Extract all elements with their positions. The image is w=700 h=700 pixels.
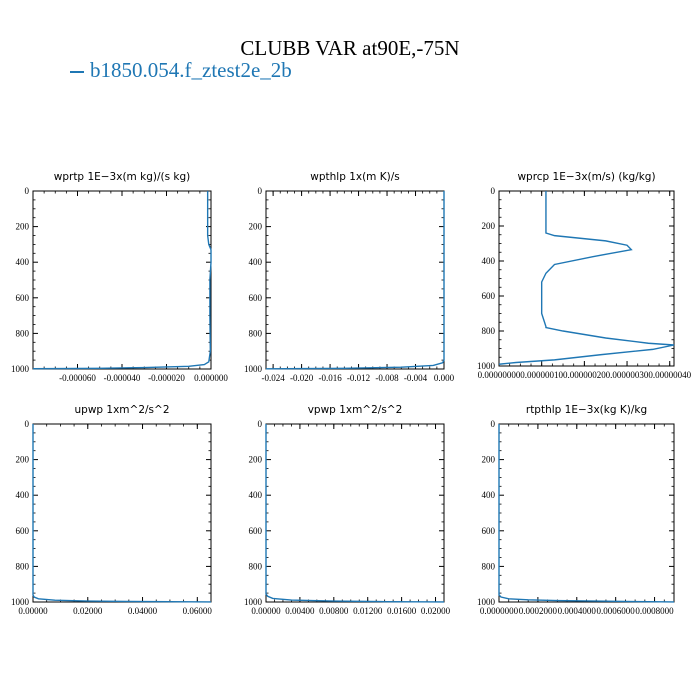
- y-tick-label: 0: [25, 186, 30, 196]
- y-tick-label: 800: [482, 561, 496, 571]
- x-tick-label: 0.0008000: [635, 606, 674, 616]
- legend-line-swatch: [70, 71, 84, 74]
- y-tick-label: 400: [16, 490, 30, 500]
- y-tick-label: 800: [249, 328, 263, 338]
- y-tick-label: 1000: [477, 361, 496, 371]
- series-line: [32, 424, 212, 603]
- plot-frame: [32, 423, 212, 603]
- x-tick-label: 0.00000000: [478, 370, 521, 380]
- y-tick-label: 800: [482, 326, 496, 336]
- x-tick-label: 0.00000010: [520, 370, 563, 380]
- plot-title: vpwp 1xm^2/s^2: [308, 404, 403, 416]
- x-tick-label: 0.06000: [183, 606, 213, 616]
- x-tick-label: 0.0006000: [597, 606, 636, 616]
- y-tick-label: 200: [249, 222, 263, 232]
- x-tick-label: 0.02000: [73, 606, 103, 616]
- series-line: [498, 424, 675, 603]
- y-tick-label: 800: [249, 561, 263, 571]
- y-tick-label: 0: [491, 419, 496, 429]
- y-tick-label: 400: [482, 256, 496, 266]
- x-tick-label: -0.012: [347, 373, 370, 383]
- x-tick-label: -0.008: [375, 373, 399, 383]
- x-tick-label: 0.0000000: [480, 606, 519, 616]
- y-tick-label: 400: [16, 257, 30, 267]
- y-tick-label: 1000: [244, 597, 263, 607]
- x-tick-label: 0.01200: [353, 606, 383, 616]
- plot-title: wprtp 1E−3x(m kg)/(s kg): [54, 171, 191, 183]
- plot-frame: [32, 190, 212, 370]
- y-tick-label: 600: [482, 526, 496, 536]
- y-tick-label: 200: [249, 455, 263, 465]
- y-tick-label: 200: [482, 455, 496, 465]
- y-tick-label: 600: [482, 291, 496, 301]
- y-tick-label: 1000: [244, 364, 263, 374]
- plot-title: wprcp 1E−3x(m/s) (kg/kg): [517, 171, 655, 183]
- x-tick-label: -0.004: [404, 373, 428, 383]
- y-tick-label: 200: [16, 455, 30, 465]
- x-tick-label: 0.00400: [285, 606, 315, 616]
- y-tick-label: 0: [258, 186, 263, 196]
- x-tick-label: 0.00000040: [648, 370, 691, 380]
- x-tick-label: 0.000: [434, 373, 455, 383]
- x-tick-label: -0.000040: [104, 373, 141, 383]
- y-tick-label: 1000: [477, 597, 496, 607]
- x-tick-label: 0.00000030: [606, 370, 649, 380]
- y-tick-label: 800: [16, 328, 30, 338]
- y-tick-label: 200: [16, 222, 30, 232]
- y-tick-label: 800: [16, 561, 30, 571]
- y-tick-label: 0: [25, 419, 30, 429]
- y-tick-label: 400: [249, 257, 263, 267]
- x-tick-label: -0.024: [261, 373, 285, 383]
- series-line: [32, 191, 212, 370]
- plot-frame: [265, 423, 445, 603]
- y-tick-label: 600: [16, 293, 30, 303]
- series-line: [265, 424, 445, 603]
- y-tick-label: 1000: [11, 364, 30, 374]
- x-tick-label: -0.000060: [59, 373, 96, 383]
- x-tick-label: 0.00000: [251, 606, 281, 616]
- page-title: CLUBB VAR at90E,-75N: [240, 36, 460, 60]
- x-tick-label: 0.00000: [18, 606, 48, 616]
- plot-frame: [498, 190, 675, 367]
- y-tick-label: 1000: [11, 597, 30, 607]
- plot-title: upwp 1xm^2/s^2: [75, 404, 170, 416]
- x-tick-label: 0.01600: [387, 606, 417, 616]
- y-tick-label: 400: [249, 490, 263, 500]
- plot-title: wpthlp 1x(m K)/s: [310, 171, 400, 183]
- plot-frame: [498, 423, 675, 603]
- y-tick-label: 0: [491, 186, 496, 196]
- y-tick-label: 600: [249, 293, 263, 303]
- y-tick-label: 600: [16, 526, 30, 536]
- legend-label: b1850.054.f_ztest2e_2b: [90, 58, 292, 82]
- y-tick-label: 400: [482, 490, 496, 500]
- x-tick-label: 0.04000: [128, 606, 158, 616]
- plot-frame: [265, 190, 445, 370]
- series-line: [265, 191, 445, 370]
- x-tick-label: -0.016: [318, 373, 342, 383]
- plot-title: rtpthlp 1E−3x(kg K)/kg: [526, 404, 647, 416]
- x-tick-label: 0.000000: [194, 373, 228, 383]
- x-tick-label: 0.02000: [421, 606, 451, 616]
- x-tick-label: 0.00800: [319, 606, 349, 616]
- x-tick-label: 0.0002000: [519, 606, 558, 616]
- x-tick-label: -0.020: [290, 373, 314, 383]
- y-tick-label: 200: [482, 221, 496, 231]
- x-tick-label: -0.000020: [148, 373, 185, 383]
- legend: b1850.054.f_ztest2e_2b: [70, 58, 292, 83]
- series-line: [498, 191, 675, 365]
- y-tick-label: 0: [258, 419, 263, 429]
- x-tick-label: 0.0004000: [558, 606, 597, 616]
- x-tick-label: 0.00000020: [563, 370, 606, 380]
- y-tick-label: 600: [249, 526, 263, 536]
